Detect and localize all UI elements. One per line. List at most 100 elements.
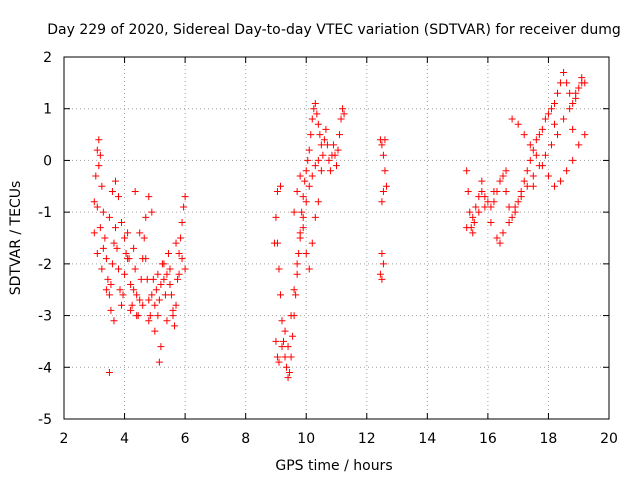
x-tick-label: 8 (241, 431, 250, 447)
data-point (496, 239, 504, 247)
data-point (131, 187, 139, 195)
data-point (178, 218, 186, 226)
data-point (284, 374, 292, 382)
data-point (526, 156, 534, 164)
data-point (378, 198, 386, 206)
data-point (287, 312, 295, 320)
data-point (478, 177, 486, 185)
data-point (99, 244, 107, 252)
data-point (381, 167, 389, 175)
y-tick-label: 0 (43, 153, 52, 169)
data-point (547, 105, 555, 113)
data-point (110, 239, 118, 247)
data-point (301, 177, 309, 185)
data-point (96, 151, 104, 159)
data-point (313, 110, 321, 118)
data-point (379, 260, 387, 268)
data-point (547, 141, 555, 149)
data-point (463, 224, 471, 232)
data-point (311, 213, 319, 221)
grid (64, 57, 609, 419)
data-point (566, 89, 574, 97)
data-point (272, 337, 280, 345)
data-point (502, 187, 510, 195)
data-point (107, 306, 115, 314)
data-point (130, 286, 138, 294)
data-point (382, 182, 390, 190)
data-point (93, 250, 101, 258)
data-point (336, 131, 344, 139)
data-point (563, 79, 571, 87)
data-point (490, 198, 498, 206)
data-point (281, 327, 289, 335)
data-point (326, 167, 334, 175)
data-point (167, 291, 175, 299)
data-points (90, 69, 589, 382)
data-point (98, 265, 106, 273)
data-point (160, 275, 168, 283)
data-point (122, 250, 130, 258)
data-point (118, 218, 126, 226)
data-point (464, 187, 472, 195)
data-point (276, 291, 284, 299)
data-point (529, 182, 537, 190)
data-point (551, 100, 558, 108)
data-point (302, 250, 310, 258)
x-tick-label: 12 (358, 431, 376, 447)
data-point (118, 301, 126, 309)
data-point (481, 193, 489, 201)
data-point (493, 234, 501, 242)
data-point (111, 177, 119, 185)
data-point (523, 182, 531, 190)
data-point (544, 110, 552, 118)
data-point (145, 193, 153, 201)
data-point (130, 244, 138, 252)
data-point (317, 167, 325, 175)
data-point (569, 156, 577, 164)
data-point (566, 105, 574, 113)
data-point (305, 146, 313, 154)
data-point (93, 203, 101, 211)
data-point (107, 281, 115, 289)
data-point (340, 110, 348, 118)
x-axis-label: GPS time / hours (275, 458, 392, 474)
data-point (108, 260, 116, 268)
data-point (121, 270, 129, 278)
x-tick-label: 16 (479, 431, 497, 447)
data-point (95, 136, 103, 144)
data-point (379, 187, 387, 195)
data-point (283, 363, 291, 371)
y-tick-label: -5 (38, 412, 52, 428)
data-point (532, 136, 540, 144)
data-point (105, 291, 113, 299)
data-point (529, 146, 537, 154)
data-point (90, 198, 98, 206)
y-tick-label: -4 (38, 360, 52, 376)
data-point (569, 125, 577, 133)
x-tick-label: 10 (297, 431, 315, 447)
data-point (145, 317, 153, 325)
data-point (278, 317, 286, 325)
series-cluster-early (90, 136, 189, 376)
data-point (331, 151, 339, 159)
data-point (520, 131, 528, 139)
data-point (128, 301, 136, 309)
data-point (178, 255, 186, 263)
data-point (569, 100, 577, 108)
data-point (280, 337, 288, 345)
data-point (289, 332, 297, 340)
data-point (154, 270, 162, 278)
data-point (581, 131, 589, 139)
data-point (502, 167, 510, 175)
data-point (378, 275, 386, 283)
data-point (505, 203, 513, 211)
data-point (124, 255, 132, 263)
data-point (322, 125, 330, 133)
data-point (554, 131, 562, 139)
chart-title: Day 229 of 2020, Sidereal Day-to-day VTE… (47, 22, 621, 38)
data-point (278, 343, 286, 351)
data-point (311, 100, 319, 108)
data-point (284, 343, 292, 351)
data-point (273, 187, 281, 195)
